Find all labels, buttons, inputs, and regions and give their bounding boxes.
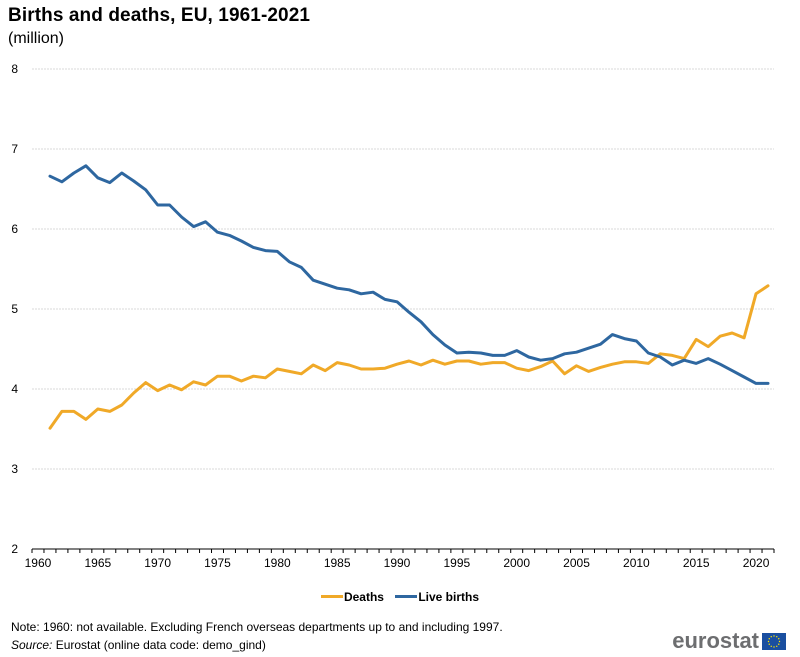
source-label: Source: bbox=[11, 638, 53, 652]
flag-star bbox=[778, 637, 780, 639]
x-tick-label: 1995 bbox=[444, 556, 471, 570]
flag-star bbox=[770, 635, 772, 637]
series-lines bbox=[48, 164, 770, 430]
chart-title: Births and deaths, EU, 1961-2021 bbox=[8, 5, 311, 26]
y-tick-label: 3 bbox=[11, 462, 18, 476]
x-tick-label: 2015 bbox=[683, 556, 710, 570]
flag-star bbox=[768, 637, 770, 639]
chart-source: Source: Eurostat (online data code: demo… bbox=[11, 638, 266, 652]
flag-star bbox=[776, 635, 778, 637]
legend-label-live-births: Live births bbox=[418, 589, 480, 604]
legend-item-deaths: Deaths bbox=[320, 589, 384, 604]
x-tick-label: 2000 bbox=[503, 556, 530, 570]
series-line-deaths bbox=[48, 284, 770, 430]
x-tick-label: 1980 bbox=[264, 556, 291, 570]
chart-subtitle: (million) bbox=[8, 30, 64, 47]
flag-star bbox=[773, 645, 775, 648]
y-tick-label: 8 bbox=[11, 62, 18, 76]
x-tick-label: 1960 bbox=[25, 556, 52, 570]
gridlines bbox=[32, 68, 774, 470]
source-text: Eurostat (online data code: demo_gind) bbox=[52, 638, 266, 652]
legend-swatch-live-births bbox=[395, 595, 418, 598]
series-line-live-births bbox=[48, 164, 770, 385]
flag-star bbox=[778, 640, 781, 642]
logo-text: eurostat bbox=[672, 628, 759, 653]
x-tick-label: 1970 bbox=[144, 556, 171, 570]
legend-item-live-births: Live births bbox=[395, 590, 479, 604]
y-tick-label: 4 bbox=[11, 382, 18, 396]
flag-star bbox=[776, 645, 778, 647]
x-tick-label: 2010 bbox=[623, 556, 650, 570]
x-tick-label: 1975 bbox=[204, 556, 231, 570]
legend-swatch-deaths bbox=[320, 595, 343, 598]
x-tick-label: 2020 bbox=[743, 556, 770, 570]
flag-star bbox=[778, 643, 780, 645]
y-tick-label: 2 bbox=[11, 542, 18, 556]
legend: Deaths Live births bbox=[0, 587, 800, 604]
legend-label-deaths: Deaths bbox=[343, 589, 384, 604]
flag-star bbox=[773, 634, 775, 637]
flag-star bbox=[770, 645, 772, 647]
chart-note: Note: 1960: not available. Excluding Fre… bbox=[11, 620, 503, 634]
y-tick-label: 7 bbox=[11, 142, 18, 156]
x-tick-label: 1965 bbox=[84, 556, 111, 570]
x-axis: 1960 1965 1970 1975 1980 1985 1990 1995 2000 2005… bbox=[25, 548, 775, 570]
x-tick-label: 1990 bbox=[384, 556, 411, 570]
x-tick-label: 1985 bbox=[324, 556, 351, 570]
eu-flag-icon bbox=[762, 632, 786, 650]
eurostat-logo: eurostat bbox=[672, 630, 786, 652]
y-tick-label: 6 bbox=[11, 222, 18, 236]
y-tick-label: 5 bbox=[11, 302, 18, 316]
flag-star bbox=[768, 643, 770, 645]
x-tick-label: 2005 bbox=[563, 556, 590, 570]
y-axis-ticks: 2 3 4 5 6 7 8 bbox=[11, 62, 18, 556]
flag-star bbox=[767, 640, 770, 642]
